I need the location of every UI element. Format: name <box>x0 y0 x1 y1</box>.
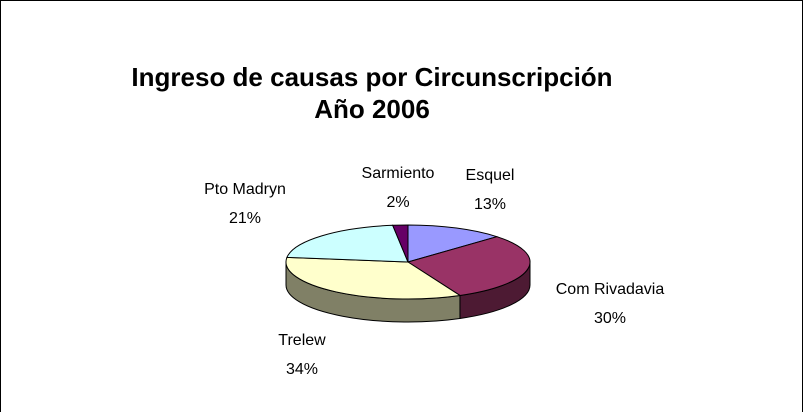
slice-label: Trelew <box>278 332 326 349</box>
chart-title: Ingreso de causas por Circunscripción <box>131 62 612 92</box>
pie-slice <box>286 224 409 263</box>
slice-value-label: 2% <box>386 194 409 211</box>
slice-value-label: 13% <box>474 196 506 213</box>
slice-label: Sarmiento <box>362 165 435 182</box>
slice-label: Esquel <box>466 167 515 184</box>
pie-slice <box>285 256 462 300</box>
chart-title: Año 2006 <box>314 94 430 124</box>
slice-label: Com Rivadavia <box>556 281 665 298</box>
slice-value-label: 34% <box>286 361 318 378</box>
slice-value-label: 21% <box>229 210 261 227</box>
slice-label: Pto Madryn <box>204 181 286 198</box>
pie-slice <box>391 224 409 263</box>
slice-value-label: 30% <box>594 310 626 327</box>
pie-slice <box>406 236 531 297</box>
pie-slice <box>407 224 499 263</box>
